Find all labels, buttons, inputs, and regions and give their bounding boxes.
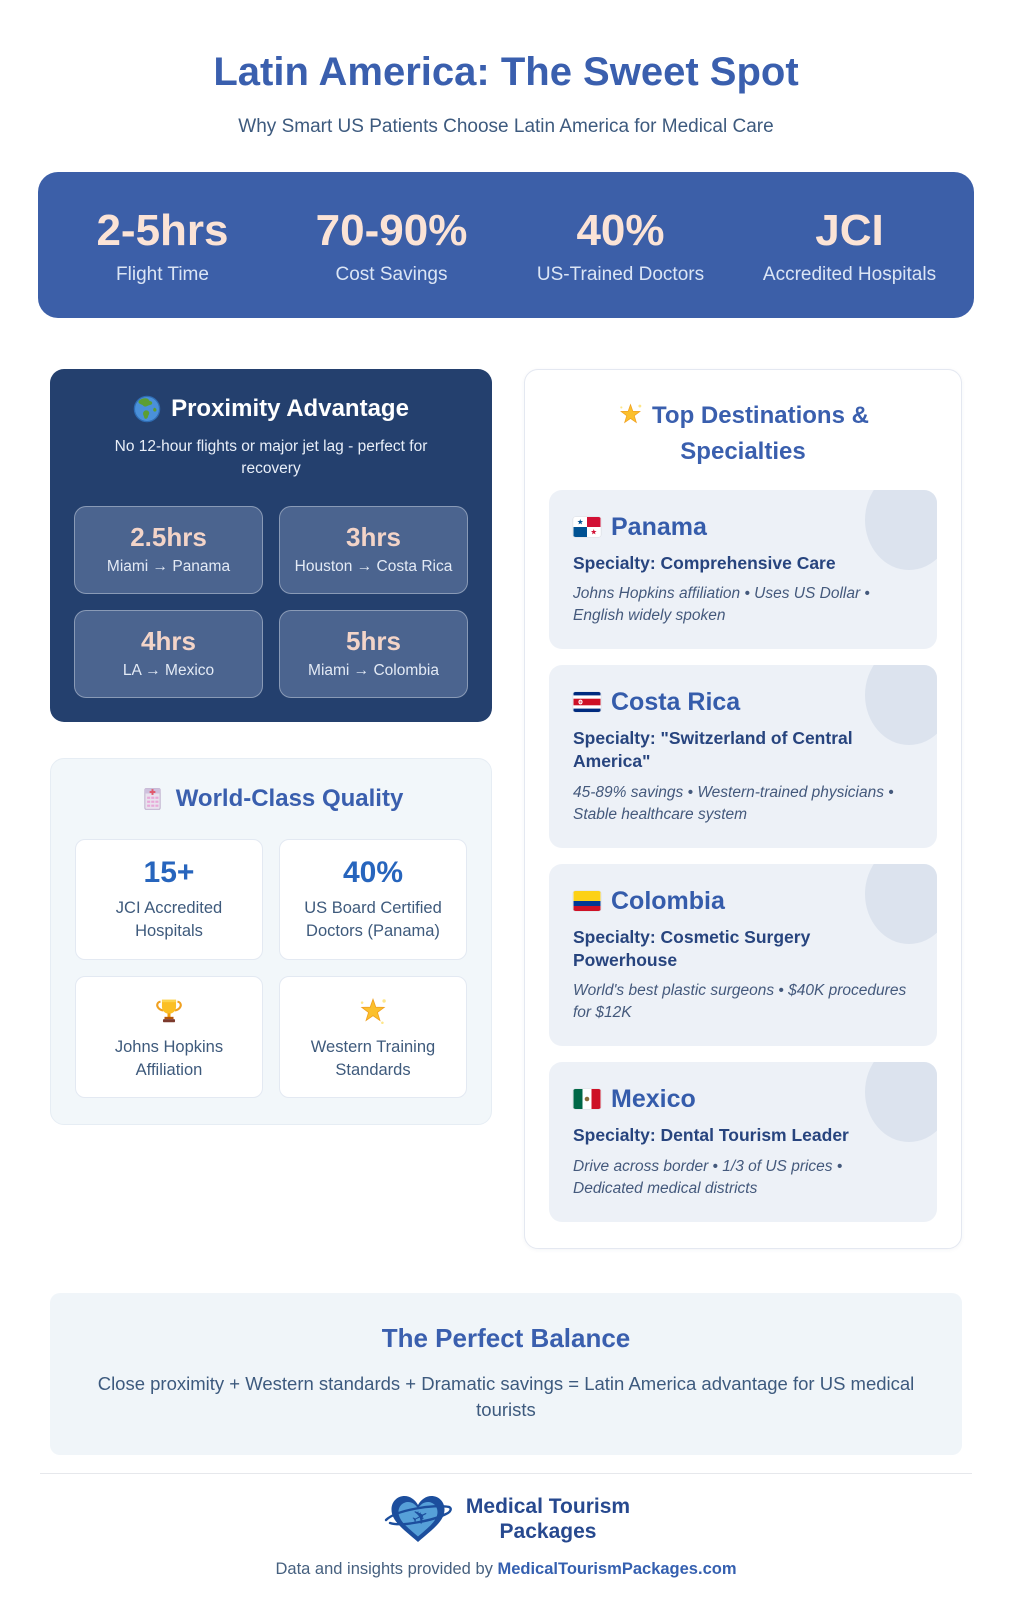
quality-value: 40%	[342, 855, 404, 889]
balance-text: Close proximity + Western standards + Dr…	[97, 1373, 915, 1420]
destination-specialty: Specialty: "Switzerland of Central Ameri…	[573, 728, 853, 772]
stat-label: Flight Time	[116, 264, 209, 286]
flight-route: Miami → Colombia	[308, 661, 439, 679]
flight-box-miami-panama: 2.5hrs Miami → Panama	[74, 505, 263, 594]
key-stats-bar: 2-5hrs Flight Time 70-90% Cost Savings 4…	[38, 172, 974, 319]
footer-divider	[40, 1472, 972, 1474]
perfect-balance-card: The Perfect Balance Close proximity + We…	[50, 1293, 962, 1455]
quality-box-western-training: Western Training Standards	[279, 975, 467, 1099]
destinations-title: Top Destinations & Specialties	[652, 402, 869, 466]
panama-flag-icon	[573, 516, 601, 537]
trophy-icon	[156, 999, 182, 1023]
page-title: Latin America: The Sweet Spot	[213, 50, 799, 94]
stat-label: Accredited Hospitals	[762, 264, 937, 286]
quality-label: US Board Certified Doctors (Panama)	[304, 899, 442, 941]
infographic-page: Latin America: The Sweet Spot Why Smart …	[0, 50, 1012, 1619]
stat-cost-savings: 70-90% Cost Savings	[277, 206, 506, 286]
destination-card-costa-rica: Costa Rica Specialty: "Switzerland of Ce…	[549, 665, 937, 848]
flight-route: LA → Mexico	[122, 661, 215, 679]
quality-grid: 15+ JCI Accredited Hospitals 40% US Boar…	[75, 838, 467, 1099]
flight-box-houston-costa-rica: 3hrs Houston → Costa Rica	[279, 505, 468, 594]
stat-jci-hospitals: JCI Accredited Hospitals	[735, 206, 964, 286]
flight-duration: 3hrs	[346, 521, 401, 552]
proximity-title-row: Proximity Advantage	[74, 395, 468, 423]
brand-line1: Medical Tourism	[465, 1494, 631, 1518]
destinations-title-row: Top Destinations & Specialties	[549, 394, 937, 467]
quality-box-johns-hopkins: Johns Hopkins Affiliation	[75, 975, 263, 1099]
stat-value: JCI	[815, 206, 884, 255]
colombia-flag-icon	[573, 890, 601, 911]
flight-box-miami-colombia: 5hrs Miami → Colombia	[279, 609, 468, 698]
footer-credit: Data and insights provided by MedicalTou…	[50, 1560, 962, 1579]
world-class-quality-card: World-Class Quality 15+ JCI Accredited H…	[50, 757, 492, 1126]
destination-specialty: Specialty: Cosmetic Surgery Powerhouse	[573, 926, 811, 970]
destination-details: 45-89% savings • Western-trained physici…	[573, 783, 894, 823]
stat-label: US-Trained Doctors	[536, 264, 705, 286]
stat-value: 2-5hrs	[96, 206, 229, 255]
quality-box-jci-hospitals: 15+ JCI Accredited Hospitals	[75, 838, 263, 960]
quality-label: Western Training Standards	[310, 1037, 436, 1079]
destination-card-mexico: Mexico Specialty: Dental Tourism Leader …	[549, 1062, 937, 1223]
hospital-icon	[144, 788, 161, 811]
destination-details: World's best plastic surgeons • $40K pro…	[573, 982, 907, 1022]
flight-times-grid: 2.5hrs Miami → Panama 3hrs Houston → Cos…	[74, 505, 468, 698]
stat-us-trained-doctors: 40% US-Trained Doctors	[506, 206, 735, 286]
globe-americas-icon	[133, 395, 161, 423]
costa-rica-flag-icon	[573, 692, 601, 713]
destination-country: Costa Rica	[611, 688, 741, 717]
flight-box-la-mexico: 4hrs LA → Mexico	[74, 609, 263, 698]
quality-value: 15+	[143, 855, 195, 889]
stat-label: Cost Savings	[335, 264, 448, 286]
destination-country: Mexico	[611, 1085, 696, 1114]
glowing-star-icon	[620, 403, 642, 424]
destination-details: Johns Hopkins affiliation • Uses US Doll…	[573, 585, 870, 625]
destination-country: Panama	[611, 512, 707, 541]
destination-details: Drive across border • 1/3 of US prices •…	[573, 1158, 843, 1198]
stat-value: 70-90%	[315, 206, 468, 255]
destination-country: Colombia	[611, 886, 725, 915]
quality-label: JCI Accredited Hospitals	[115, 899, 223, 941]
credit-prefix: Data and insights provided by	[275, 1559, 498, 1578]
brand-name: Medical Tourism Packages	[466, 1494, 630, 1544]
proximity-advantage-card: Proximity Advantage No 12-hour flights o…	[50, 369, 492, 722]
stat-flight-time: 2-5hrs Flight Time	[48, 206, 277, 286]
medical-tourism-packages-logo: ✈	[384, 1495, 452, 1542]
proximity-title: Proximity Advantage	[171, 395, 409, 423]
quality-title: World-Class Quality	[175, 784, 404, 812]
destination-specialty: Specialty: Dental Tourism Leader	[573, 1125, 849, 1146]
top-destinations-card: Top Destinations & Specialties	[524, 369, 962, 1250]
destination-card-colombia: Colombia Specialty: Cosmetic Surgery Pow…	[549, 863, 937, 1047]
mexico-flag-icon	[573, 1089, 601, 1110]
destinations-list: Panama Specialty: Comprehensive Care Joh…	[549, 489, 937, 1223]
quality-box-board-certified: 40% US Board Certified Doctors (Panama)	[279, 838, 467, 960]
destination-specialty: Specialty: Comprehensive Care	[573, 552, 836, 573]
destination-card-panama: Panama Specialty: Comprehensive Care Joh…	[549, 489, 937, 650]
flight-duration: 5hrs	[346, 625, 401, 656]
page-subtitle: Why Smart US Patients Choose Latin Ameri…	[238, 116, 774, 137]
flight-route: Houston → Costa Rica	[294, 557, 453, 575]
proximity-description: No 12-hour flights or major jet lag - pe…	[114, 438, 428, 477]
flight-duration: 4hrs	[141, 625, 196, 656]
quality-title-row: World-Class Quality	[75, 785, 467, 813]
quality-label: Johns Hopkins Affiliation	[114, 1037, 224, 1079]
credit-link[interactable]: MedicalTourismPackages.com	[497, 1559, 737, 1578]
flight-duration: 2.5hrs	[130, 521, 207, 552]
stat-value: 40%	[576, 206, 665, 255]
glowing-star-icon	[360, 997, 386, 1024]
flight-route: Miami → Panama	[106, 557, 231, 575]
footer-logo-row: ✈ Medical Tourism Packages	[50, 1490, 962, 1548]
brand-line2: Packages	[499, 1519, 597, 1543]
balance-title: The Perfect Balance	[381, 1323, 631, 1354]
